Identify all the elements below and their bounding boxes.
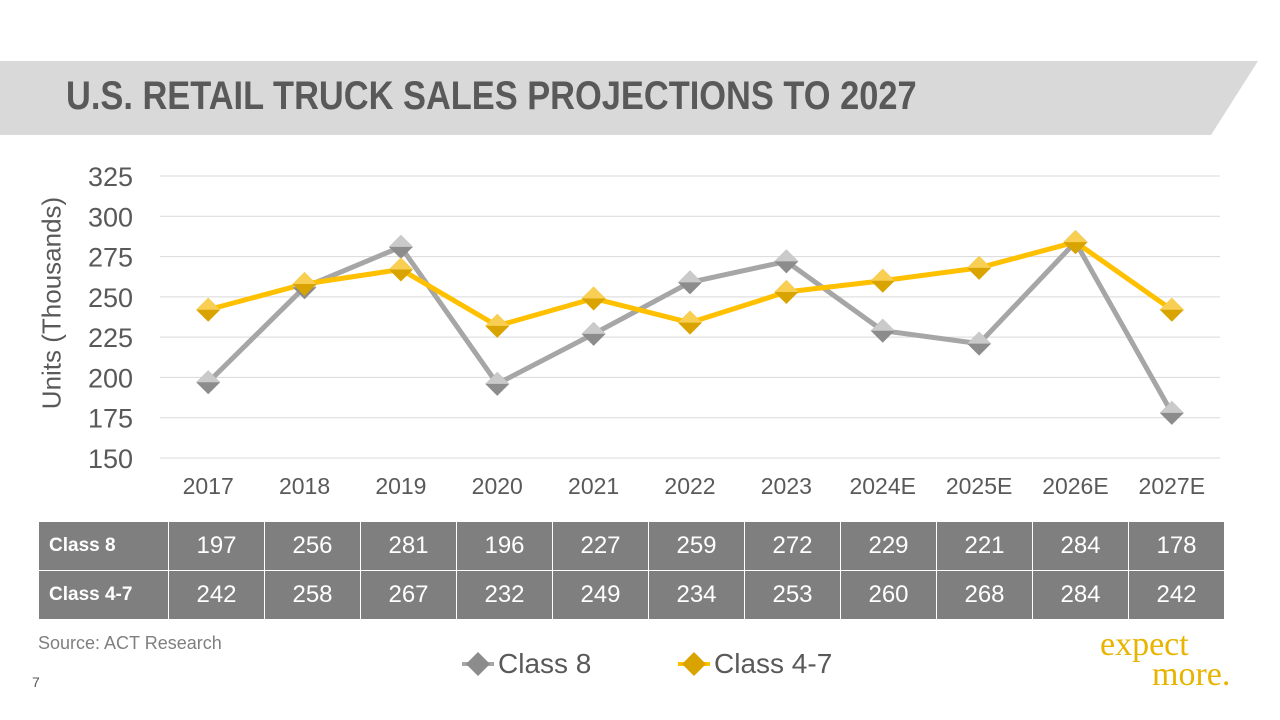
x-tick-label: 2024E (849, 473, 916, 499)
table-cell: 268 (936, 570, 1033, 620)
source-note: Source: ACT Research (38, 633, 222, 653)
x-tick-labels: 2017 2018 2019 2020 2021 2022 2023 2024E 2025E 20… (183, 473, 1205, 499)
table-cell: 281 (360, 521, 457, 571)
table-cell: 284 (1032, 521, 1129, 571)
x-tick-label: 2025E (946, 473, 1013, 499)
data-point-class47 (485, 313, 510, 338)
data-point-class47 (581, 286, 606, 311)
page-title: U.S. RETAIL TRUCK SALES PROJECTIONS TO 2… (66, 74, 917, 118)
data-point-class8 (774, 249, 799, 274)
x-tick-label: 2023 (761, 473, 812, 499)
table-row: Class 8 197 256 281 196 227 259 272 229 221 284 178 (38, 521, 1225, 571)
table-cell: 196 (456, 521, 553, 571)
data-table: Class 8 197 256 281 196 227 259 272 229 221 284 178… (38, 521, 1225, 620)
y-tick-label: 200 (88, 363, 133, 393)
table-cell: 272 (744, 521, 841, 571)
row-label: Class 4-7 (38, 570, 169, 620)
data-point-class47 (1063, 230, 1088, 255)
logo-line2: more. (1152, 656, 1231, 693)
x-tick-label: 2021 (568, 473, 619, 499)
x-tick-label: 2019 (375, 473, 426, 499)
y-tick-label: 175 (88, 404, 133, 434)
x-tick-label: 2020 (472, 473, 523, 499)
table-cell: 178 (1128, 521, 1225, 571)
y-tick-label: 300 (88, 202, 133, 232)
chart-grid (160, 175, 1220, 459)
table-cell: 234 (648, 570, 745, 620)
table-cell: 242 (168, 570, 265, 620)
x-tick-label: 2022 (664, 473, 715, 499)
data-point-class47 (196, 297, 221, 322)
data-point-class47 (678, 310, 702, 335)
table-cell: 267 (360, 570, 457, 620)
data-point-class8 (196, 370, 221, 395)
x-tick-label: 2026E (1042, 473, 1109, 499)
data-point-class47 (388, 257, 413, 282)
class8-marker-icon (462, 652, 494, 676)
x-tick-label: 2018 (279, 473, 330, 499)
y-tick-label: 225 (88, 323, 133, 353)
y-tick-label: 325 (88, 162, 133, 192)
table-cell: 229 (840, 521, 937, 571)
table-cell: 232 (456, 570, 553, 620)
table-cell: 259 (648, 521, 745, 571)
table-cell: 249 (552, 570, 649, 620)
logo-line1: expect (1100, 626, 1189, 663)
x-tick-label: 2017 (183, 473, 234, 499)
data-point-class8 (388, 234, 413, 259)
table-cell: 227 (552, 521, 649, 571)
data-point-class47 (967, 255, 992, 280)
data-point-class8 (485, 371, 510, 396)
table-cell: 284 (1032, 570, 1129, 620)
table-cell: 258 (264, 570, 361, 620)
table-cell: 221 (936, 521, 1033, 571)
y-tick-labels: 150 175 200 225 250 275 300 325 (88, 162, 133, 474)
y-tick-label: 150 (88, 444, 133, 474)
data-point-class47 (870, 268, 895, 293)
legend-item-class8: Class 8 (460, 648, 591, 680)
row-label: Class 8 (38, 521, 169, 571)
data-point-class8 (1159, 400, 1184, 425)
data-point-class47 (292, 271, 317, 296)
table-row: Class 4-7 242 258 267 232 249 234 253 260 268 284 2… (38, 570, 1225, 620)
table-cell: 260 (840, 570, 937, 620)
title-band (0, 61, 1258, 135)
data-point-class8 (967, 331, 992, 356)
table-cell: 256 (264, 521, 361, 571)
page-number: 7 (32, 674, 40, 690)
y-tick-label: 275 (88, 243, 133, 273)
table-cell: 242 (1128, 570, 1225, 620)
series-markers (196, 230, 1184, 425)
x-tick-label: 2027E (1139, 473, 1206, 499)
y-tick-label: 250 (88, 283, 133, 313)
table-cell: 197 (168, 521, 265, 571)
legend-label-class47: Class 4-7 (714, 648, 833, 679)
data-point-class8 (678, 270, 702, 295)
data-point-class47 (1159, 297, 1184, 322)
table-cell: 253 (744, 570, 841, 620)
data-point-class8 (870, 318, 895, 343)
data-point-class8 (581, 321, 606, 346)
legend-item-class47: Class 4-7 (676, 648, 832, 680)
class47-marker-icon (678, 652, 710, 676)
brand-logo: expect more. (1100, 628, 1231, 693)
legend-label-class8: Class 8 (498, 648, 592, 679)
data-point-class47 (774, 280, 799, 305)
line-chart: 150 175 200 225 250 275 300 325 2017 2018 2019 202… (88, 162, 1220, 499)
